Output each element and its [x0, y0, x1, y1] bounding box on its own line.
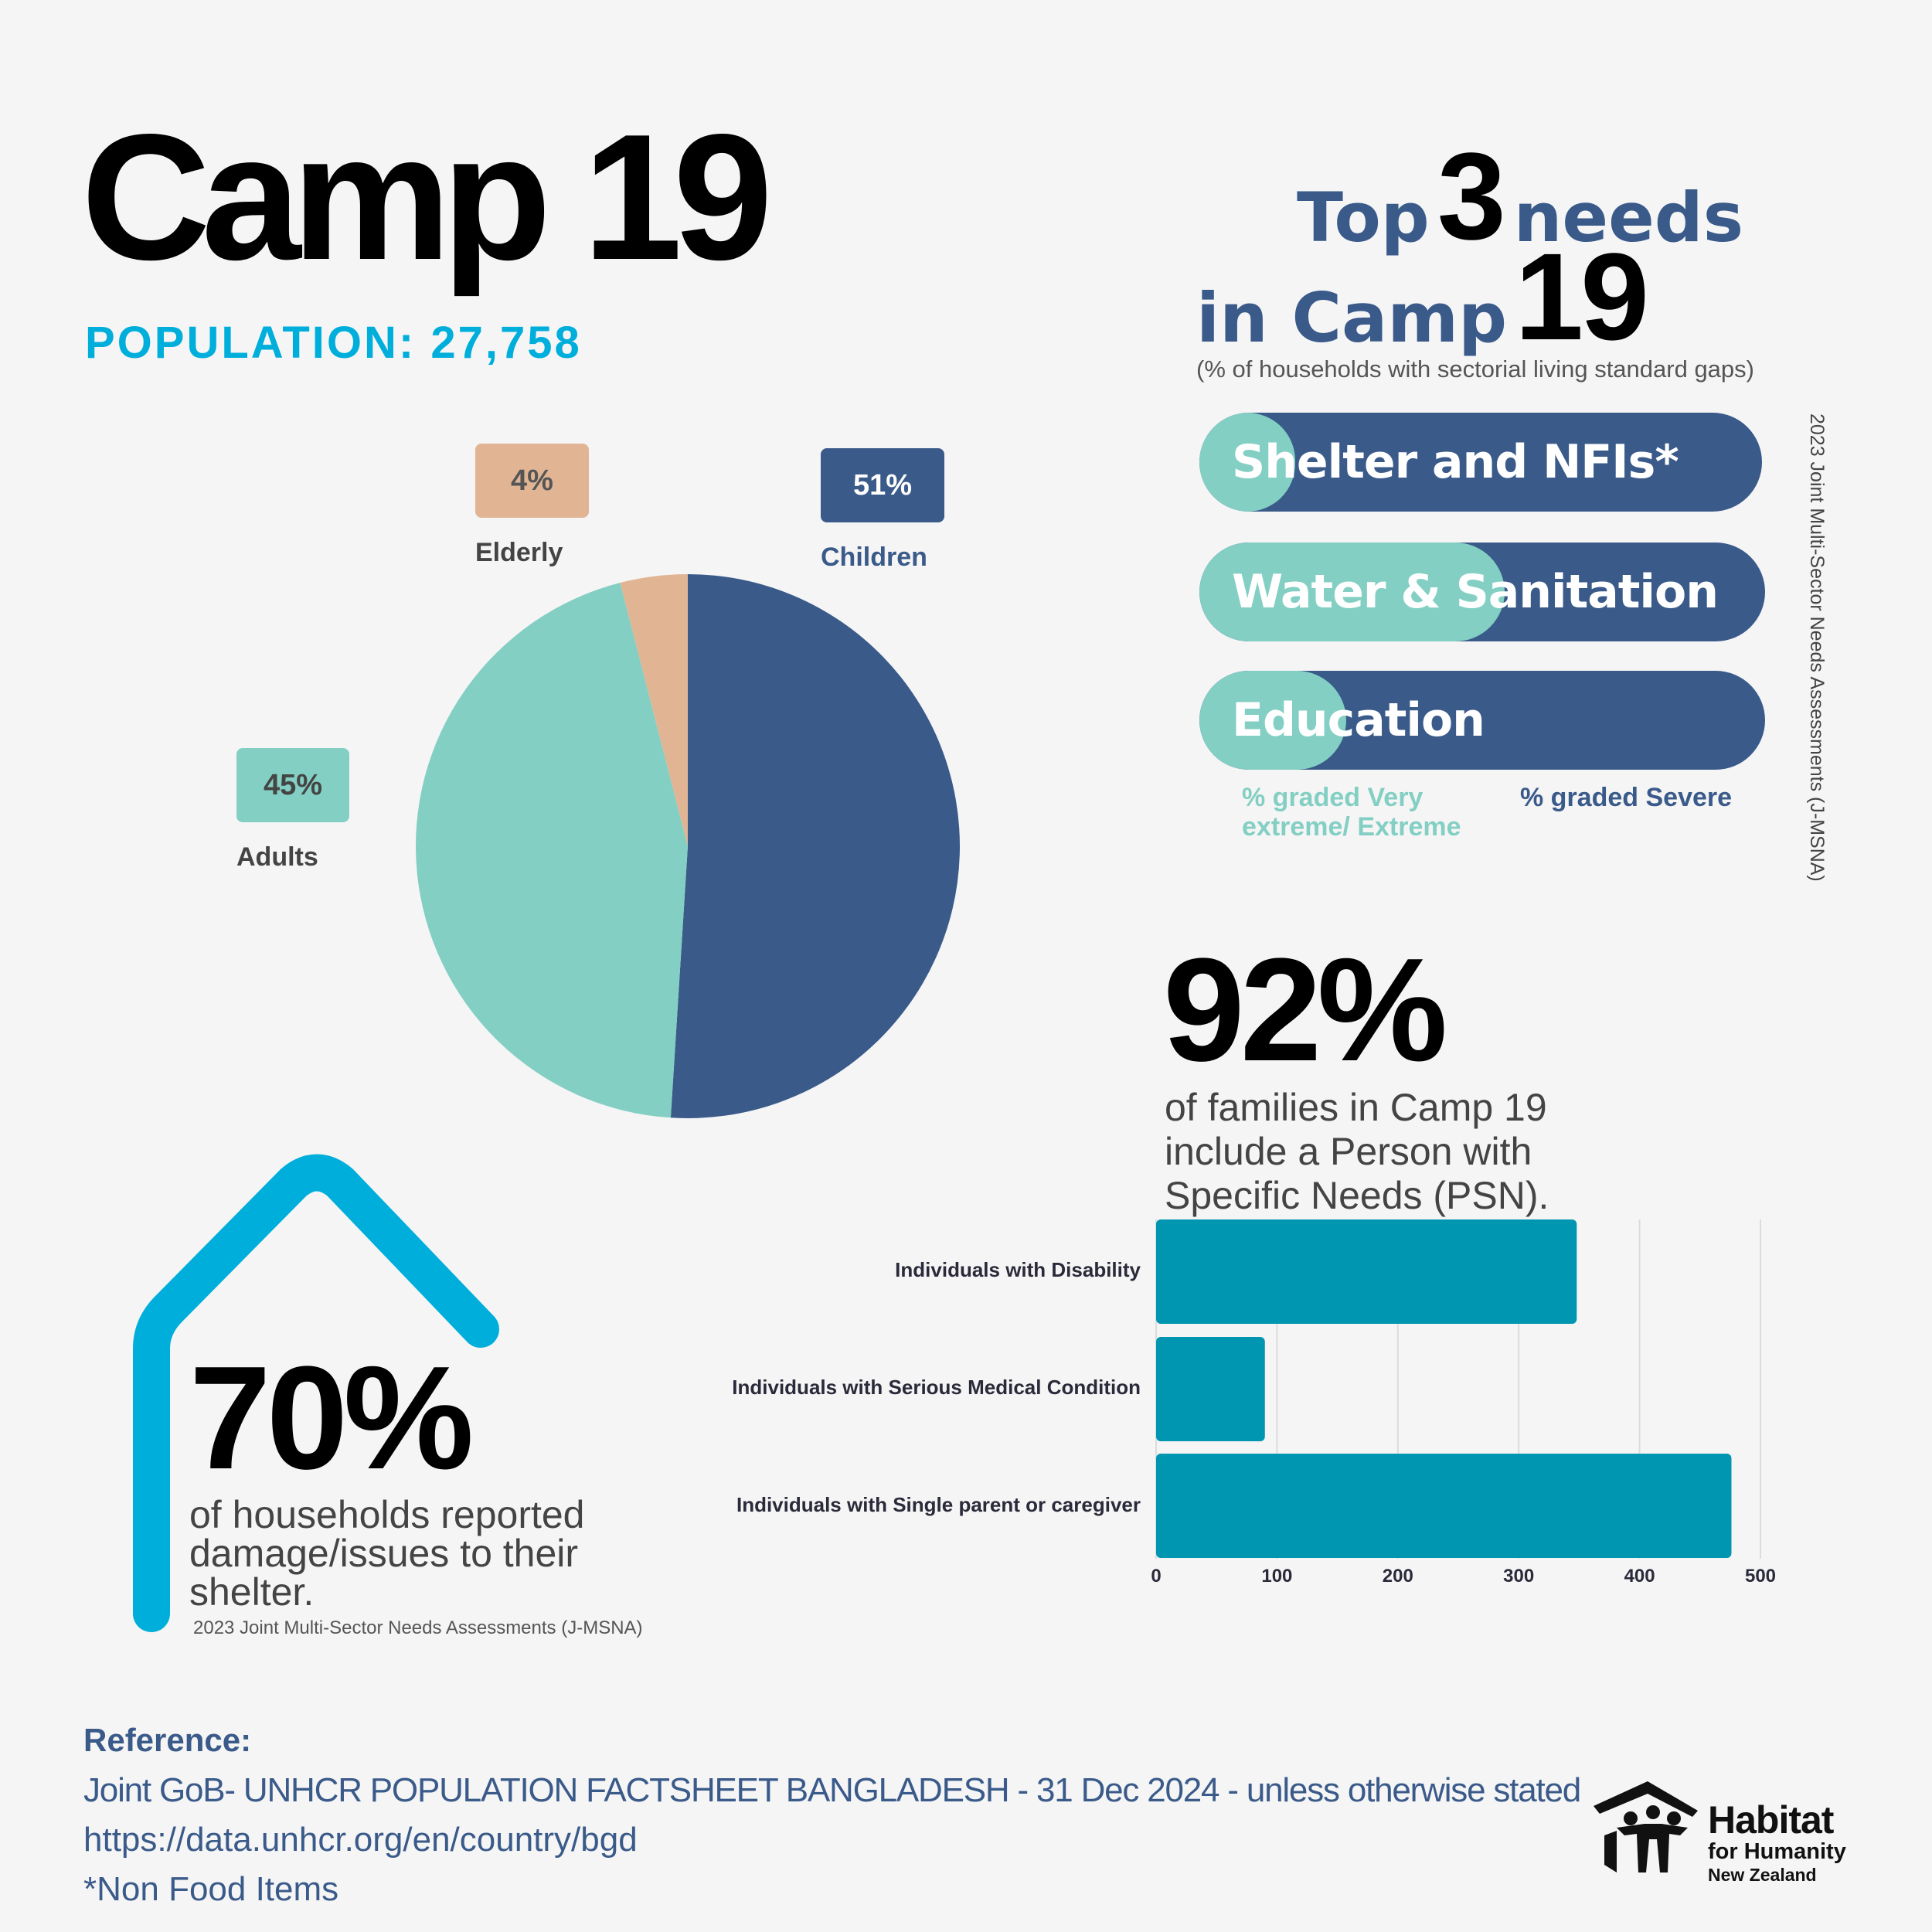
reference-line: Joint GoB- UNHCR POPULATION FACTSHEET BA… [83, 1771, 1581, 1809]
need-fill [1199, 671, 1347, 770]
population: POPULATION: 27,758 [85, 318, 582, 368]
legend-extreme: % graded Very extreme/ Extreme [1242, 783, 1461, 842]
legend-severe: % graded Severe [1520, 783, 1733, 812]
shelter-percent: 70% [189, 1336, 474, 1500]
psn-percent: 92% [1163, 928, 1447, 1092]
need-bar-shelter: Shelter and NFIs* [1199, 413, 1762, 512]
x-tick-label: 500 [1744, 1566, 1777, 1587]
bar [1156, 1337, 1265, 1441]
x-tick-label: 300 [1503, 1566, 1535, 1587]
house-outline-icon [133, 1154, 499, 1632]
bar [1156, 1454, 1732, 1558]
need-label: Shelter and NFIs* [1232, 435, 1679, 489]
page-title: Camp 19 [81, 97, 773, 298]
children-label: Children [821, 543, 927, 572]
needs-title-needs: needs [1513, 177, 1744, 257]
logo-line3: New Zealand [1708, 1865, 1817, 1885]
need-fill [1199, 543, 1505, 641]
bar-category-label: Individuals with Single parent or caregi… [736, 1493, 1141, 1516]
need-bar-education: Education [1199, 671, 1765, 770]
elderly-label: Elderly [475, 538, 563, 567]
need-label: Education [1232, 693, 1485, 747]
pie-slice-children [670, 574, 960, 1118]
shelter-text: of households reported damage/issues to … [189, 1493, 585, 1614]
bar-category-label: Individuals with Serious Medical Conditi… [732, 1376, 1141, 1399]
children-percent-badge: 51% [821, 448, 944, 522]
needs-title-camp: 19 [1515, 227, 1649, 366]
need-fill [1199, 413, 1295, 512]
pie-slice-elderly [620, 574, 688, 846]
psn-text: of families in Camp 19 include a Person … [1165, 1086, 1549, 1217]
reference-heading: Reference: [83, 1722, 252, 1758]
needs-title-row2: in Camp 19 [1196, 227, 1654, 366]
pie-chart [415, 574, 960, 1118]
needs-title-in: in Camp [1196, 277, 1508, 358]
x-tick-label: 200 [1382, 1566, 1413, 1587]
habitat-logo: Habitat for Humanity New Zealand [1594, 1777, 1864, 1893]
logo-line2: for Humanity [1708, 1839, 1846, 1864]
reference-footnote: *Non Food Items [83, 1870, 339, 1908]
need-bar-water: Water & Sanitation [1199, 543, 1765, 641]
adults-label: Adults [236, 842, 318, 872]
need-label: Water & Sanitation [1232, 565, 1719, 619]
needs-title-num: 3 [1437, 127, 1506, 266]
x-tick-label: 0 [1151, 1566, 1162, 1587]
x-tick-label: 100 [1261, 1566, 1293, 1587]
psn-bar-chart [1155, 1219, 1761, 1559]
elderly-percent-badge: 4% [475, 444, 589, 518]
shelter-source: 2023 Joint Multi-Sector Needs Assessment… [193, 1617, 643, 1638]
reference-link[interactable]: https://data.unhcr.org/en/country/bgd [83, 1821, 638, 1859]
bar-category-label: Individuals with Disability [895, 1258, 1141, 1281]
needs-title-top: Top [1297, 177, 1430, 257]
bar [1156, 1219, 1577, 1324]
needs-subtitle: (% of households with sectorial living s… [1196, 355, 1754, 383]
habitat-house-icon [1594, 1781, 1698, 1872]
logo-line1: Habitat [1708, 1798, 1834, 1842]
x-tick-label: 400 [1624, 1566, 1655, 1587]
adults-percent-badge: 45% [236, 748, 349, 822]
pie-slice-adults [415, 583, 688, 1118]
needs-title-row1: Top 3 needs [1297, 127, 1751, 266]
